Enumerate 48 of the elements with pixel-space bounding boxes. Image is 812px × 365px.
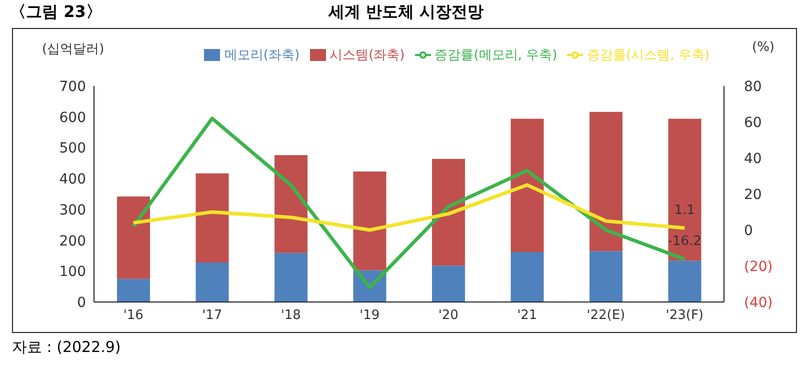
- bar: [274, 252, 308, 302]
- y-tick-label: 500: [59, 140, 86, 157]
- bar: [510, 118, 544, 252]
- x-tick-label: '22(E): [586, 308, 626, 324]
- y-tick-label: 0: [77, 294, 86, 311]
- x-tick-label: '20: [438, 308, 458, 324]
- y2-tick-label: 0: [744, 223, 753, 239]
- y-tick-label: 600: [59, 110, 86, 126]
- y-tick-label: 300: [59, 202, 86, 218]
- y-tick-label: 700: [59, 78, 86, 95]
- y-tick-label: 200: [59, 233, 86, 250]
- bar: [668, 118, 702, 261]
- y2-tick-label: 40: [744, 151, 762, 167]
- legend-label: 증감률(시스템, 우축): [587, 48, 710, 63]
- bar: [274, 155, 308, 253]
- bar: [196, 262, 229, 302]
- x-tick-label: '18: [280, 308, 301, 324]
- bar: [117, 278, 150, 302]
- bar: [510, 252, 544, 302]
- x-tick-label: '19: [360, 308, 380, 324]
- legend-label: 증감률(메모리, 우축): [434, 48, 558, 63]
- legend-label: 메모리(좌축): [224, 48, 300, 63]
- bar: [432, 266, 465, 302]
- y-tick-label: 400: [59, 172, 86, 188]
- bar: [590, 112, 622, 252]
- y2-tick-label: (40): [744, 295, 773, 311]
- bar: [196, 173, 229, 263]
- x-tick-label: '16: [123, 308, 144, 324]
- bar: [117, 196, 150, 279]
- x-tick-label: '23(F): [666, 308, 704, 324]
- y2-tick-label: 80: [744, 79, 762, 95]
- y2-tick-label: 60: [744, 115, 762, 131]
- chart-title: 세계 반도체 시장전망: [328, 2, 484, 21]
- bar: [668, 260, 702, 302]
- y2-axis-title: (%): [752, 40, 774, 55]
- legend-label: 시스템(좌축): [330, 48, 405, 63]
- y-tick-label: 100: [59, 264, 86, 280]
- y-axis-title: (십억달러): [42, 41, 104, 58]
- data-label: 1.1: [674, 203, 695, 218]
- y2-tick-label: (20): [744, 259, 773, 275]
- bar: [590, 251, 622, 302]
- text: 〈그림 23〉: [10, 2, 102, 23]
- bar: [353, 171, 386, 270]
- text: 자료 : (2022.9): [12, 338, 121, 357]
- bar: [432, 158, 465, 266]
- y2-tick-label: 20: [744, 187, 762, 203]
- x-tick-label: '17: [202, 308, 222, 324]
- x-tick-label: '21: [517, 308, 538, 324]
